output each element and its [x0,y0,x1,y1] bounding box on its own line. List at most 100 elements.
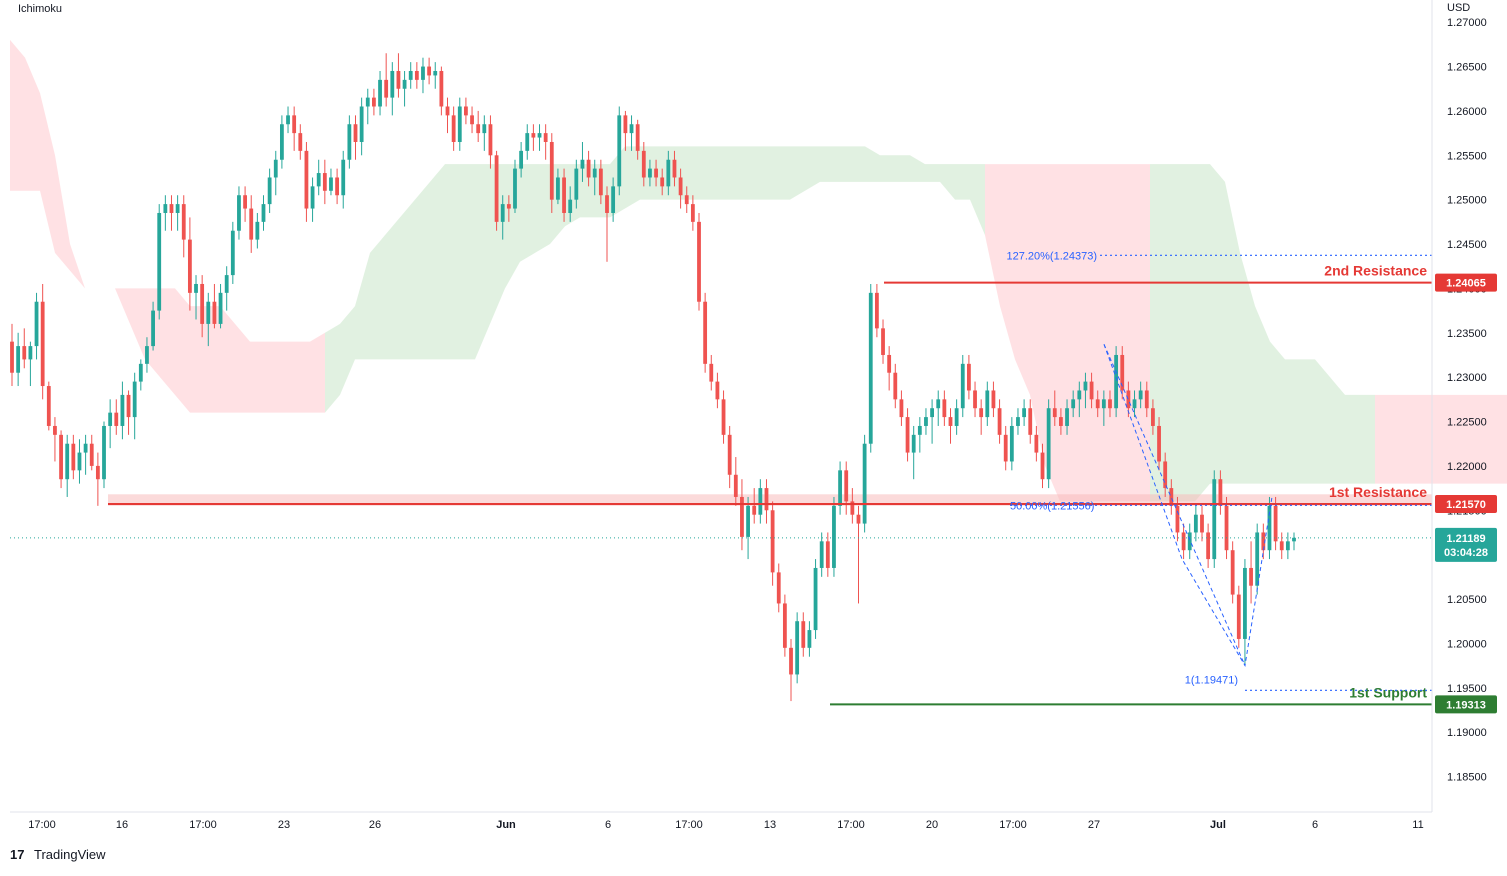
candle-body [279,124,284,160]
x-tick-label: Jun [496,819,516,831]
candle [740,479,744,551]
candle [887,346,892,391]
candle-body [936,399,941,409]
candle-body [347,124,352,160]
candle-body [322,173,327,191]
cloud-segment [1060,164,1075,502]
cloud-segment [700,146,715,200]
candle-body [881,328,885,355]
candle [494,150,499,231]
cloud-segment [190,306,205,413]
candle-body [1003,434,1008,462]
time-axis[interactable]: 17:00 16 17:00 23 26 Jun 6 17:00 13 17:00 20 17:00 2… [28,819,1423,831]
candle [1028,399,1033,444]
candle [316,159,321,196]
cloud-segment [460,164,475,360]
candle-body [1236,594,1241,639]
cloud-segment [1450,394,1465,484]
candle-body [592,168,597,178]
candle-body [1261,532,1266,551]
candle-body [261,204,266,222]
candle-body [194,283,198,293]
y-tick-label: 1.23000 [1447,372,1487,384]
candle-body [46,386,51,426]
cloud-segment [70,244,85,289]
candle-body [372,97,376,107]
candle [862,434,867,533]
candle-body [924,417,928,426]
candle-body [53,425,57,435]
candle [1120,346,1125,400]
candle-body [1157,425,1161,462]
x-tick-label: 13 [764,819,776,831]
cloud-segment [295,341,310,413]
candle [1151,399,1155,435]
candle [1236,585,1241,648]
candle-body [169,204,174,213]
cloud-segment [1465,394,1480,484]
candle-body [519,150,524,169]
candle [181,195,186,258]
candle-body [887,354,892,373]
candle-body [1163,461,1168,489]
candle [678,168,683,209]
x-tick-label: Jul [1210,819,1226,831]
cloud-segment [1405,394,1420,484]
y-tick-label: 1.23500 [1447,328,1487,340]
cloud-segment [1300,359,1315,484]
candle [611,177,616,222]
candle [973,381,977,418]
candle-body [494,155,499,222]
candle [819,532,824,577]
candle-body [991,390,996,409]
candle [408,62,413,89]
candle [451,106,456,151]
x-tick-label: 17:00 [999,819,1027,831]
candle [1114,346,1119,418]
candle-body [789,647,793,675]
cloud-segment [715,146,730,200]
tradingview-logo[interactable]: 17 TradingView [10,847,106,862]
candle [905,408,910,462]
candle-body [801,621,806,648]
candle [95,452,100,506]
cloud-segment [685,146,700,200]
candle-body [1034,434,1039,453]
candle-body [1200,514,1204,533]
candle [378,70,382,116]
candle [1083,372,1088,409]
candle-body [1273,505,1278,542]
candle [1279,532,1284,560]
candle-body [1212,479,1217,560]
candle-body [187,239,192,293]
candle [372,88,376,116]
candle [672,150,677,187]
cloud-segment [1360,394,1375,484]
candle [801,612,806,657]
candle-body [206,301,211,324]
candle [433,62,438,89]
resistance-zone-band [108,494,1432,506]
cloud-segment [895,155,910,182]
candle [255,212,260,249]
candle-body [102,425,106,480]
candle-body [586,159,591,178]
candle [439,66,444,116]
candle [329,168,333,196]
candle-body [10,341,14,373]
candle [513,159,517,213]
candle [1095,390,1100,418]
candle-body [899,399,904,418]
candle [868,283,873,453]
candle [874,283,879,338]
candle-body [488,124,493,156]
y-tick-label: 1.25000 [1447,195,1487,207]
candle [396,53,401,98]
cloud-segment [535,164,550,253]
candle [40,283,45,400]
y-tick-label: 1.19000 [1447,727,1487,739]
level-badge-text-2: 1.21570 [1446,499,1486,511]
fib-label-2: 50.00%(1.21556) [1010,500,1094,512]
